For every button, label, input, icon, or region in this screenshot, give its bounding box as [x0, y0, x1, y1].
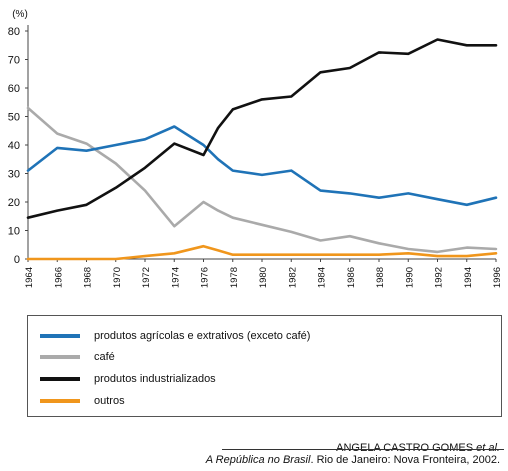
x-tick-label: 1992: [434, 267, 445, 288]
legend-swatch-cafe: [40, 355, 80, 359]
x-tick-label: 1984: [317, 267, 328, 288]
y-axis-label: (%): [12, 9, 28, 20]
y-tick-label: 30: [8, 169, 20, 181]
legend-item-industrializados: produtos industrializados: [40, 372, 216, 386]
x-tick-label: 1980: [258, 267, 269, 288]
x-tick-label: 1976: [200, 267, 211, 288]
source-author-text: ANGELA CASTRO GOMES et al.: [336, 442, 500, 454]
x-tick-label: 1968: [83, 267, 94, 288]
x-tick-label: 1972: [141, 267, 152, 288]
y-tick-label: 70: [8, 55, 20, 67]
legend-label-cafe: café: [94, 351, 115, 363]
x-tick-label: 1988: [375, 267, 386, 288]
legend-item-outros: outros: [40, 394, 125, 408]
legend-swatch-agricolas: [40, 334, 80, 338]
legend: produtos agrícolas e extrativos (exceto …: [27, 315, 502, 417]
x-tick-label: 1970: [112, 267, 123, 288]
series-line-3: [26, 244, 498, 261]
x-tick-label: 1990: [404, 267, 415, 288]
legend-item-cafe: café: [40, 350, 115, 364]
legend-label-outros: outros: [94, 395, 125, 407]
legend-label-agricolas: produtos agrícolas e extrativos (exceto …: [94, 330, 311, 342]
y-tick-label: 10: [8, 226, 20, 238]
x-tick-label: 1964: [24, 267, 35, 288]
x-tick-label: 1996: [492, 267, 503, 288]
x-tick-label: 1974: [170, 267, 181, 288]
y-tick-label: 20: [8, 197, 20, 209]
line-chart: 0 10 20 30 40 50 60 70 80 (%) 1964 1966 1968 1970 1972…: [8, 9, 503, 288]
source-book-title: A República no Brasil: [205, 454, 311, 466]
series-line-2: [26, 38, 498, 219]
y-tick-label: 60: [8, 83, 20, 95]
legend-item-agricolas: produtos agrícolas e extrativos (exceto …: [40, 329, 310, 343]
source-citation: A República no Brasil. Rio de Janeiro: N…: [206, 454, 500, 466]
source-divider: [222, 449, 504, 450]
legend-label-industrializados: produtos industrializados: [94, 373, 216, 385]
source-publisher: . Rio de Janeiro: Nova Fronteira, 2002.: [310, 454, 500, 466]
y-tick-label: 40: [8, 140, 20, 152]
x-tick-label: 1986: [346, 267, 357, 288]
y-tick-label: 0: [14, 254, 20, 266]
x-tick-label: 1994: [463, 267, 474, 288]
x-tick-label: 1982: [287, 267, 298, 288]
legend-swatch-outros: [40, 399, 80, 403]
series-line-0: [26, 125, 498, 207]
x-tick-label: 1966: [53, 267, 64, 288]
y-tick-label: 80: [8, 26, 20, 38]
y-tick-label: 50: [8, 112, 20, 124]
source-author: ANGELA CASTRO GOMES et al.: [336, 441, 500, 455]
x-tick-label: 1978: [229, 267, 240, 288]
legend-swatch-industrializados: [40, 377, 80, 381]
series-line-1: [26, 106, 498, 254]
